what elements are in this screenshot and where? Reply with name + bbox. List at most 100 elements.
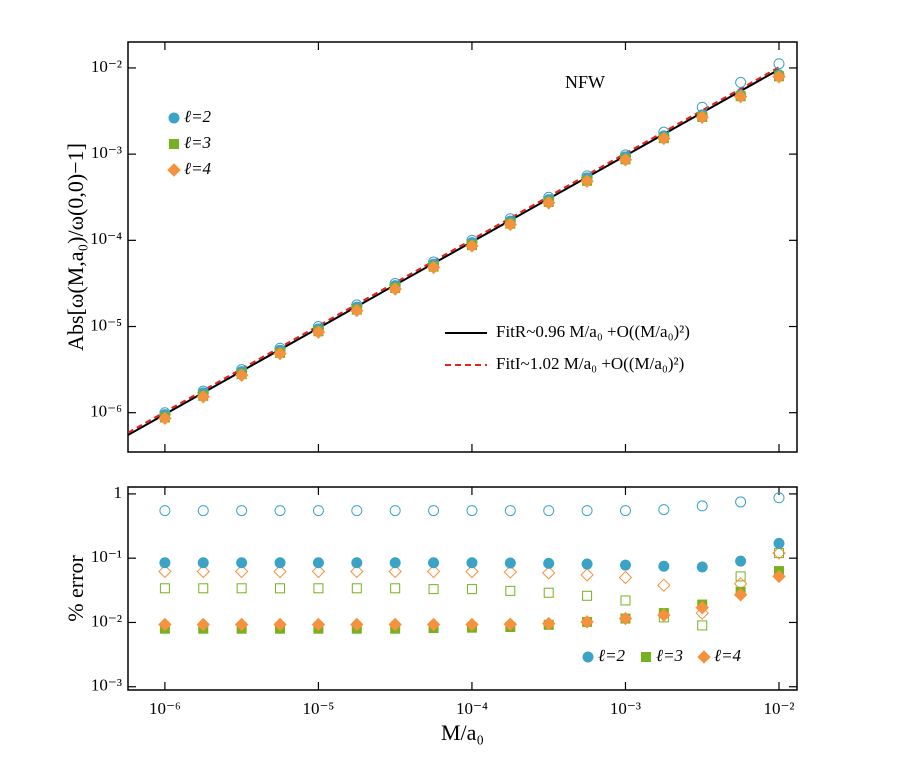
marker xyxy=(167,163,181,177)
x-tick-label: 10⁻³ xyxy=(610,699,641,718)
marker xyxy=(236,557,248,569)
y-tick-label: 10⁻² xyxy=(91,57,122,76)
y-tick-label: 10⁻² xyxy=(91,611,122,630)
marker xyxy=(773,58,785,70)
marker xyxy=(658,560,670,572)
marker xyxy=(234,564,249,579)
marker xyxy=(504,505,516,517)
marker xyxy=(773,537,785,549)
y-tick-label: 10⁻⁴ xyxy=(90,229,122,248)
marker xyxy=(697,620,708,631)
marker xyxy=(198,583,209,594)
marker xyxy=(465,564,479,579)
marker xyxy=(504,557,516,569)
marker xyxy=(274,557,286,569)
marker xyxy=(541,566,556,580)
marker xyxy=(618,153,633,167)
marker xyxy=(503,217,518,232)
marker xyxy=(580,615,594,629)
marker xyxy=(735,76,747,88)
marker xyxy=(274,505,286,517)
marker xyxy=(773,492,785,504)
marker xyxy=(695,600,709,615)
marker xyxy=(388,564,402,579)
marker xyxy=(505,585,516,596)
marker xyxy=(580,568,594,582)
marker xyxy=(733,588,748,602)
marker xyxy=(312,557,324,569)
marker xyxy=(426,260,441,275)
legend-label: ℓ=2 xyxy=(184,107,212,126)
marker xyxy=(273,564,287,579)
marker xyxy=(428,584,439,595)
marker xyxy=(389,557,401,569)
marker xyxy=(619,505,631,517)
marker xyxy=(273,617,287,632)
fit-line xyxy=(127,68,780,436)
marker xyxy=(695,110,709,124)
y-axis-label: Abs[ω(M,a₀)/ω(0,0)−1] xyxy=(63,143,88,351)
legend-label: ℓ=3 xyxy=(184,133,211,152)
marker xyxy=(619,559,631,571)
legend-label: FitR~0.96 M/a₀ +O((M/a₀)²) xyxy=(496,322,690,341)
marker xyxy=(234,617,249,632)
legend-label: ℓ=4 xyxy=(714,646,742,665)
marker xyxy=(426,564,441,579)
marker xyxy=(543,587,554,598)
annotation: NFW xyxy=(565,72,605,92)
marker xyxy=(772,70,786,84)
x-tick-label: 10⁻⁶ xyxy=(149,699,181,718)
plot-frame xyxy=(127,486,798,691)
marker xyxy=(581,558,593,570)
marker xyxy=(169,139,179,149)
marker xyxy=(158,564,172,579)
x-axis-label: M/a₀ xyxy=(441,720,484,745)
marker xyxy=(351,557,363,569)
marker xyxy=(168,112,180,124)
marker xyxy=(543,557,555,569)
marker xyxy=(735,571,746,582)
marker xyxy=(641,652,651,662)
marker xyxy=(580,174,594,188)
y-tick-label: 10⁻³ xyxy=(91,676,122,695)
marker xyxy=(388,617,402,632)
marker xyxy=(541,616,556,631)
marker xyxy=(657,131,671,146)
legend-label: ℓ=2 xyxy=(598,646,626,665)
marker xyxy=(350,617,364,632)
marker xyxy=(351,583,362,594)
marker xyxy=(733,89,748,104)
y-tick-label: 10⁻⁶ xyxy=(90,402,122,421)
marker xyxy=(197,557,209,569)
y-axis-label: % error xyxy=(63,555,88,622)
marker xyxy=(735,555,747,567)
legend-label: FitI~1.02 M/a₀ +O((M/a₀)²) xyxy=(496,354,684,373)
marker xyxy=(657,578,671,592)
x-tick-label: 10⁻² xyxy=(763,699,794,718)
marker xyxy=(695,606,709,620)
marker xyxy=(772,569,786,584)
marker xyxy=(390,583,401,594)
marker xyxy=(196,617,210,632)
y-tick-label: 10⁻³ xyxy=(91,143,122,162)
marker xyxy=(503,617,518,631)
legend-label: ℓ=3 xyxy=(656,646,683,665)
marker xyxy=(503,565,518,579)
marker xyxy=(543,505,555,517)
marker xyxy=(159,583,170,594)
marker xyxy=(158,411,172,426)
marker xyxy=(541,196,556,210)
marker xyxy=(273,346,287,361)
marker xyxy=(620,595,631,606)
legend-label: ℓ=4 xyxy=(184,159,212,178)
marker xyxy=(697,650,711,664)
marker xyxy=(311,564,326,579)
marker xyxy=(428,557,440,569)
marker xyxy=(275,583,286,594)
marker xyxy=(466,584,477,595)
marker xyxy=(389,505,401,517)
marker xyxy=(196,564,210,579)
marker xyxy=(159,505,171,517)
marker xyxy=(311,325,326,339)
